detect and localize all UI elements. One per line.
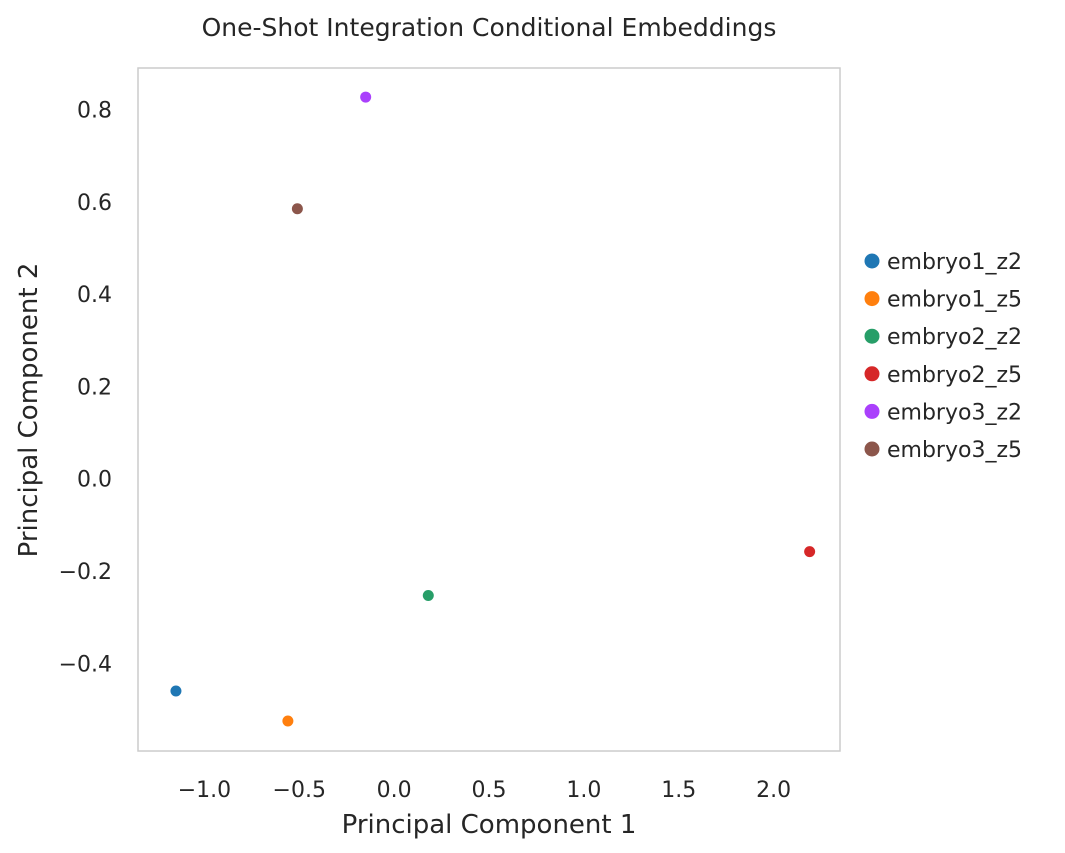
y-tick-label: 0.8 [77,99,112,124]
y-tick-label: 0.6 [77,191,112,216]
y-tick-label: 0.4 [77,283,112,308]
legend-label: embryo2_z5 [887,363,1022,388]
x-tick-label: −1.0 [178,778,231,803]
x-axis-label: Principal Component 1 [342,810,637,840]
data-point-embryo3_z2 [360,91,372,103]
data-points [170,91,816,727]
x-tick-label: 1.0 [566,778,601,803]
x-tick-label: 1.5 [661,778,696,803]
y-tick-label: −0.2 [59,560,112,585]
legend-marker [864,441,880,457]
x-tick-label: 0.5 [472,778,507,803]
y-axis-ticks: −0.4 −0.2 0.0 0.2 0.4 0.6 0.8 [59,99,112,678]
data-point-embryo2_z2 [422,589,434,601]
x-tick-label: 2.0 [756,778,791,803]
legend-label: embryo3_z2 [887,400,1022,425]
x-tick-label: −0.5 [273,778,326,803]
legend-label: embryo2_z2 [887,325,1022,350]
y-axis-label: Principal Component 2 [14,263,44,558]
legend-label: embryo1_z5 [887,288,1022,313]
plot-area [137,67,841,752]
x-axis-ticks: −1.0 −0.5 0.0 0.5 1.0 1.5 2.0 [178,778,791,803]
legend-marker [864,403,880,419]
legend-marker [864,253,880,269]
x-tick-label: 0.0 [377,778,412,803]
y-tick-label: 0.2 [77,375,112,400]
legend-label: embryo3_z5 [887,438,1022,463]
legend: embryo1_z2 embryo1_z5 embryo2_z2 embryo2_z5… [864,250,1022,463]
data-point-embryo2_z5 [804,546,816,558]
data-point-embryo1_z2 [170,685,182,697]
legend-label: embryo1_z2 [887,250,1022,275]
legend-marker [864,328,880,344]
legend-marker [864,291,880,307]
y-tick-label: 0.0 [77,468,112,493]
data-point-embryo3_z5 [291,203,303,215]
y-tick-label: −0.4 [59,652,112,677]
legend-marker [864,366,880,382]
chart-title: One-Shot Integration Conditional Embeddi… [202,13,777,42]
data-point-embryo1_z5 [282,715,294,727]
